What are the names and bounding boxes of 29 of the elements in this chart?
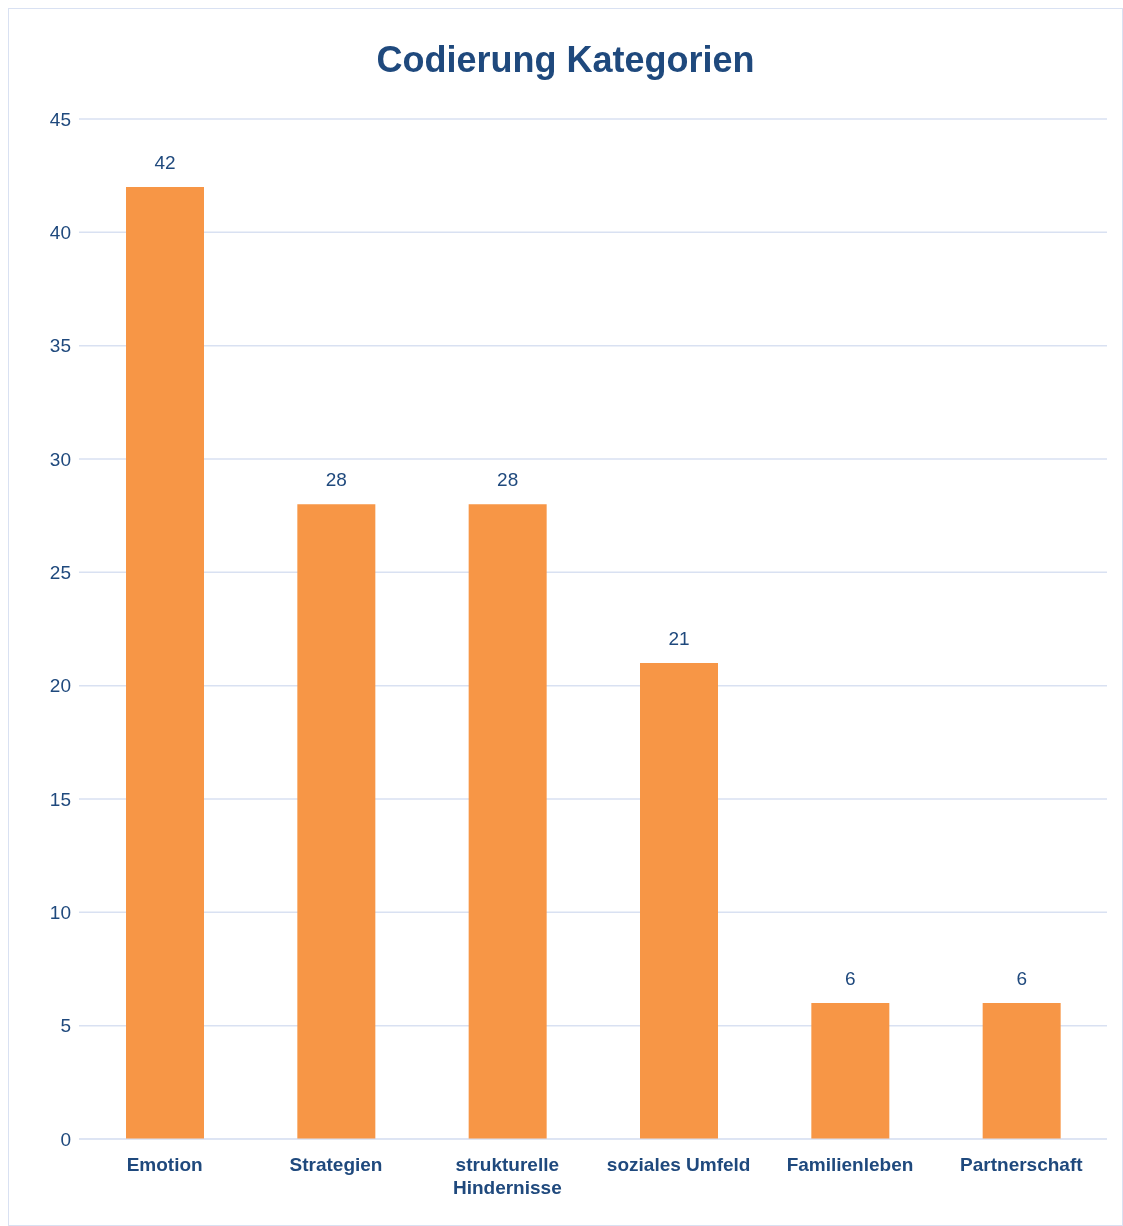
y-tick-label: 45 bbox=[49, 108, 71, 130]
y-tick-label: 40 bbox=[49, 222, 71, 244]
data-label: 28 bbox=[325, 469, 347, 491]
bar bbox=[982, 1003, 1061, 1139]
y-tick-label: 30 bbox=[49, 448, 71, 470]
data-label: 28 bbox=[497, 469, 519, 491]
x-tick-label: Emotion bbox=[126, 1154, 203, 1175]
data-label: 42 bbox=[154, 152, 176, 173]
y-tick-label: 5 bbox=[60, 1015, 71, 1037]
bar bbox=[811, 1003, 890, 1139]
y-tick-label: 25 bbox=[49, 562, 71, 584]
x-tick-label: Partnerschaft bbox=[960, 1154, 1084, 1175]
data-label: 6 bbox=[845, 968, 856, 989]
y-tick-label: 35 bbox=[49, 335, 71, 357]
bar bbox=[126, 187, 204, 1139]
x-tick-label: strukturelle Hindernisse bbox=[452, 1154, 562, 1198]
data-label: 21 bbox=[668, 628, 690, 649]
x-tick-label: Strategien bbox=[289, 1154, 383, 1175]
y-tick-label: 15 bbox=[49, 788, 71, 810]
bar bbox=[468, 504, 547, 1139]
x-tick-label: soziales Umfeld bbox=[606, 1154, 751, 1175]
y-tick-label: 0 bbox=[60, 1128, 71, 1150]
y-tick-label: 10 bbox=[49, 902, 71, 924]
chart-title: Codierung Kategorien bbox=[375, 38, 756, 80]
x-tick-label: Familienleben bbox=[786, 1154, 914, 1175]
bar bbox=[640, 663, 718, 1139]
bar bbox=[297, 504, 376, 1139]
data-label: 6 bbox=[1016, 968, 1027, 989]
y-tick-label: 20 bbox=[49, 675, 71, 697]
